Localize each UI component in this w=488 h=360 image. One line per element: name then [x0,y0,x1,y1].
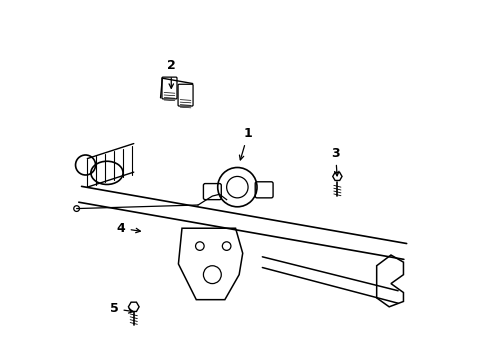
Text: 3: 3 [330,147,339,176]
Text: 1: 1 [239,127,252,160]
Text: 5: 5 [109,302,133,315]
Text: 4: 4 [117,222,140,235]
Text: 2: 2 [166,59,175,88]
